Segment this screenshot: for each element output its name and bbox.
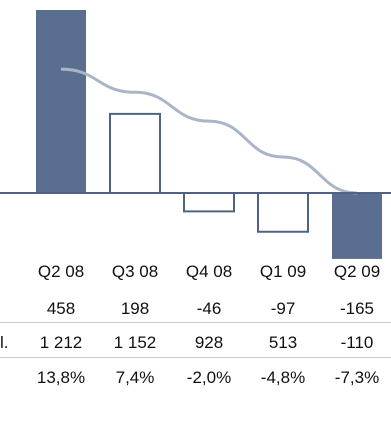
table-cell: -165 <box>339 299 375 318</box>
table-cell: -7,3% <box>334 368 380 387</box>
row-separator-2 <box>0 357 391 358</box>
row-separator-1 <box>0 322 391 323</box>
table-cell: 13,8% <box>36 368 86 387</box>
table-cell: 1 152 <box>113 333 157 352</box>
x-tick-labels: Q2 08 Q3 08 Q4 08 Q1 09 Q2 09 <box>38 262 380 281</box>
row-label: l. <box>0 333 9 352</box>
x-tick-label: Q2 08 <box>38 262 84 281</box>
table-cell: -110 <box>340 333 374 352</box>
table-cell: -2,0% <box>186 368 232 387</box>
bar-q2-08 <box>36 10 86 193</box>
table-cell: 458 <box>46 299 76 318</box>
bars-group <box>36 10 382 259</box>
table-cell: 928 <box>194 333 224 352</box>
bar-chart: Q2 08 Q3 08 Q4 08 Q1 09 Q2 09 <box>0 10 391 281</box>
table-cell: 513 <box>268 333 298 352</box>
x-tick-label: Q2 09 <box>334 262 380 281</box>
table-cell: -46 <box>196 299 222 318</box>
table-cell: -97 <box>270 299 296 318</box>
x-tick-label: Q3 08 <box>112 262 158 281</box>
x-tick-label: Q4 08 <box>186 262 232 281</box>
x-tick-label: Q1 09 <box>260 262 306 281</box>
bar-q2-09 <box>332 193 382 259</box>
bar-q3-08 <box>109 112 161 194</box>
table-cell: 1 212 <box>39 333 83 352</box>
trend-line <box>60 67 358 195</box>
bar-q4-08 <box>183 192 235 213</box>
table-cell: 7,4% <box>115 368 155 387</box>
table-cell: -4,8% <box>260 368 306 387</box>
bar-q1-09 <box>257 192 309 233</box>
table-cell: 198 <box>120 299 150 318</box>
